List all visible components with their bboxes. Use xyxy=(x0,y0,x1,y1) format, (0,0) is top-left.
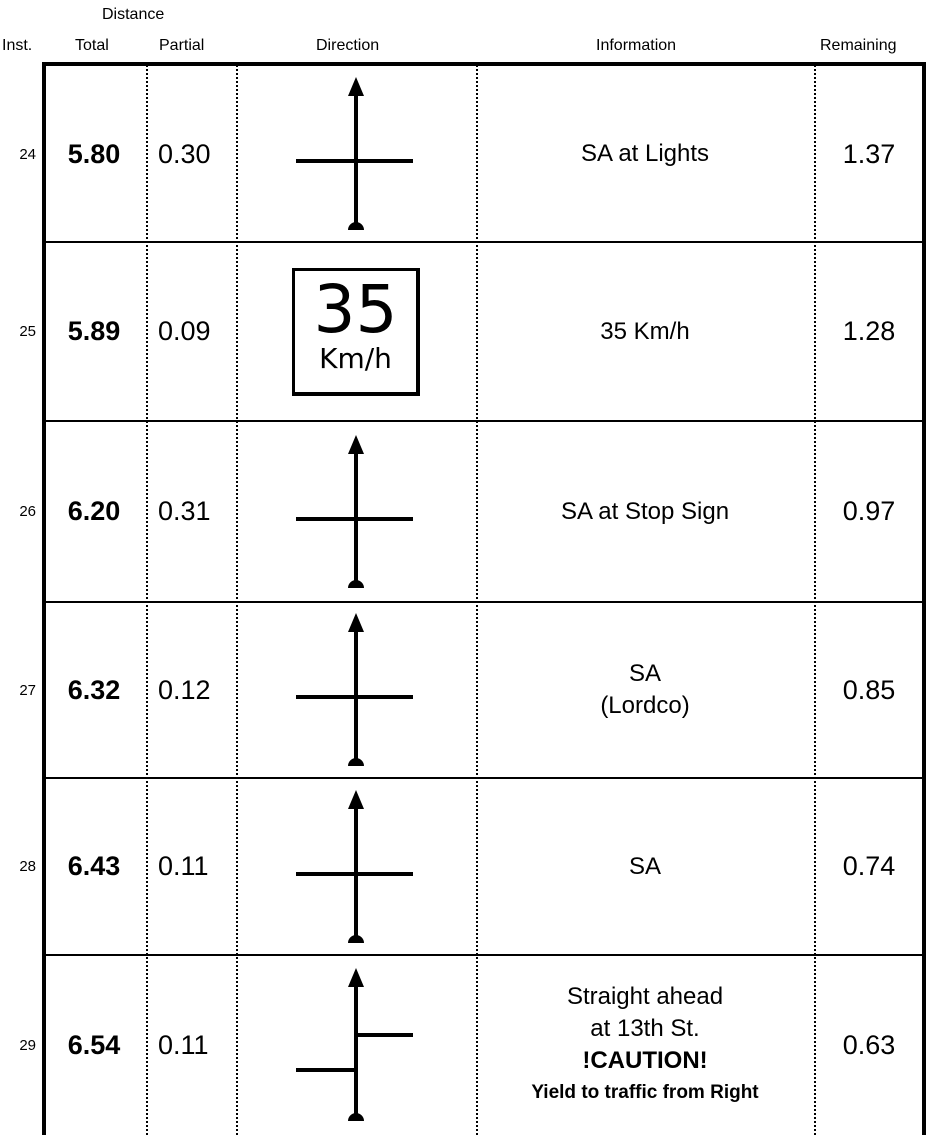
information-text: SA (Lordco) xyxy=(476,602,814,778)
information-line: SA xyxy=(628,852,661,880)
remaining-distance: 0.63 xyxy=(842,1029,896,1060)
column-divider xyxy=(146,62,148,1135)
start-dot xyxy=(348,934,364,943)
information-line: Straight ahead xyxy=(566,983,724,1010)
instruction-number: 29 xyxy=(19,1036,36,1054)
remaining-distance: 0.97 xyxy=(842,496,896,526)
table-row: 24 5.80 0.30 SA at Lights 1.37 xyxy=(0,66,930,242)
partial-distance: 0.12 xyxy=(158,674,211,705)
total-distance: 6.43 xyxy=(67,851,121,881)
information-line: SA at Lights xyxy=(580,140,710,167)
direction-cell xyxy=(236,421,476,602)
total-distance: 6.20 xyxy=(67,496,121,526)
partial-distance: 0.11 xyxy=(158,851,209,881)
remaining-header: Remaining xyxy=(820,37,897,54)
table-right-border xyxy=(922,62,926,1135)
start-dot xyxy=(348,579,364,588)
table-left-border xyxy=(42,62,46,1135)
table-row: 29 6.54 0.11 Straight ahead at 13th St. !CAUT… xyxy=(0,955,930,1135)
row-divider xyxy=(42,241,926,243)
information-text: SA at Stop Sign xyxy=(476,421,814,602)
remaining-distance: 0.85 xyxy=(842,674,896,705)
total-distance: 6.54 xyxy=(67,1029,121,1060)
partial-distance: 0.11 xyxy=(158,1029,209,1060)
direction-cell xyxy=(236,955,476,1135)
table-row: 27 6.32 0.12 SA (Lordco) 0.85 xyxy=(0,602,930,778)
row-divider xyxy=(42,777,926,779)
table-row: 28 6.43 0.11 SA 0.74 xyxy=(0,778,930,955)
column-divider xyxy=(476,62,478,1135)
instruction-number: 24 xyxy=(19,145,36,163)
distance-group-header: Distance xyxy=(102,6,165,23)
instruction-number: 26 xyxy=(19,503,36,520)
direction-header: Direction xyxy=(316,37,380,54)
row-divider xyxy=(42,420,926,422)
arrow-head xyxy=(348,77,364,96)
remaining-distance: 1.37 xyxy=(842,138,896,169)
partial-header: Partial xyxy=(159,37,205,54)
information-line: (Lordco) xyxy=(600,692,690,719)
information-text: Straight ahead at 13th St. !CAUTION! Yield … xyxy=(476,955,814,1135)
remaining-distance: 1.28 xyxy=(842,316,896,346)
total-distance: 5.80 xyxy=(67,138,121,169)
instruction-number: 25 xyxy=(19,323,36,340)
partial-distance: 0.31 xyxy=(158,496,211,526)
information-line: SA xyxy=(628,660,661,687)
information-text: SA xyxy=(476,778,814,955)
partial-distance: 0.30 xyxy=(158,138,211,169)
row-divider xyxy=(42,954,926,956)
information-line: 35 Km/h xyxy=(600,317,690,345)
instruction-number: 28 xyxy=(19,858,36,875)
partial-distance: 0.09 xyxy=(158,316,211,346)
speed-limit-sign-icon: 35 Km/h xyxy=(292,267,420,396)
yield-warning-text: Yield to traffic from Right xyxy=(531,1082,759,1103)
column-divider xyxy=(236,62,238,1135)
arrow-head xyxy=(348,789,364,809)
direction-cell: 35 Km/h xyxy=(236,242,476,421)
instruction-number: 27 xyxy=(19,681,36,699)
start-dot xyxy=(348,758,364,766)
total-header: Total xyxy=(75,37,109,54)
direction-cell xyxy=(236,66,476,242)
arrow-head xyxy=(348,613,364,632)
table-row: 25 5.89 0.09 35 Km/h 35 Km/h 1.28 xyxy=(0,242,930,421)
straight-ahead-crossroads-icon xyxy=(296,789,413,943)
direction-cell xyxy=(236,778,476,955)
total-distance: 5.89 xyxy=(67,316,121,346)
straight-ahead-crossroads-icon xyxy=(296,613,413,766)
total-distance: 6.32 xyxy=(67,674,121,705)
information-line: at 13th St. xyxy=(590,1015,700,1042)
inst-header: Inst. xyxy=(2,37,33,54)
column-divider xyxy=(814,62,816,1135)
information-line: SA at Stop Sign xyxy=(560,497,730,525)
table-top-border xyxy=(42,62,926,66)
row-divider xyxy=(42,601,926,603)
arrow-head xyxy=(348,968,364,987)
information-header: Information xyxy=(596,37,677,54)
caution-text: !CAUTION! xyxy=(582,1047,708,1074)
information-text: 35 Km/h xyxy=(476,242,814,421)
direction-cell xyxy=(236,602,476,778)
straight-ahead-crossroads-icon xyxy=(296,434,413,588)
start-dot xyxy=(348,222,364,230)
remaining-distance: 0.74 xyxy=(842,851,896,881)
speed-limit-unit: Km/h xyxy=(319,341,392,375)
start-dot xyxy=(348,1113,364,1121)
arrow-head xyxy=(348,434,364,454)
information-text: SA at Lights xyxy=(476,66,814,242)
table-row: 26 6.20 0.31 SA at Stop Sign 0.97 xyxy=(0,421,930,602)
straight-ahead-offset-junction-icon xyxy=(296,968,413,1121)
speed-limit-value: 35 xyxy=(313,270,398,348)
straight-ahead-crossroads-icon xyxy=(296,77,413,230)
